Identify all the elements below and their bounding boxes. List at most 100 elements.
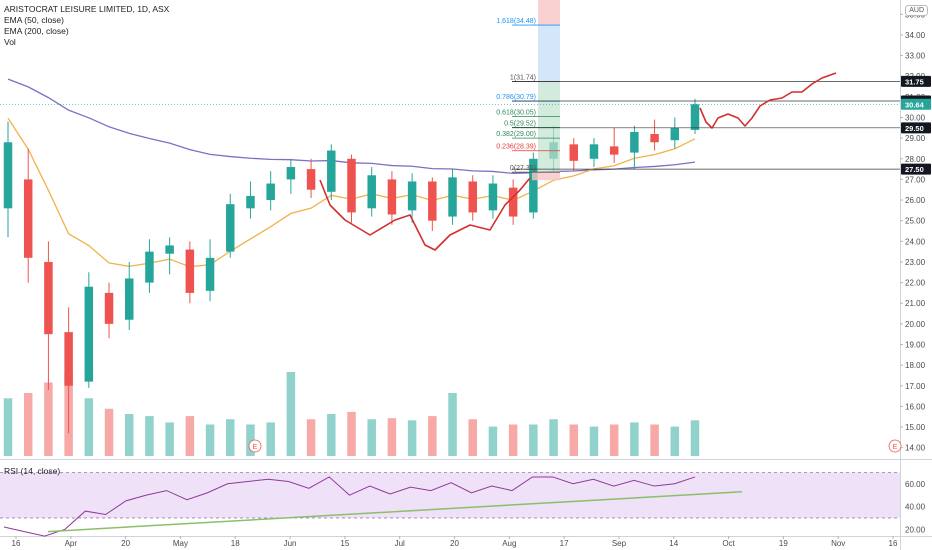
price-axis-tick-label: 23.00: [905, 258, 926, 267]
time-axis-tick-label: Jul: [395, 539, 405, 548]
fib-level-label: 0.618(30.05): [496, 109, 536, 116]
time-axis-tick-label: 15: [340, 539, 349, 548]
time-axis-tick-label: 19: [779, 539, 788, 548]
volume-bar: [124, 414, 134, 456]
time-axis-tick-label: Nov: [831, 539, 845, 548]
rsi-axis-tick-label: 20.00: [905, 525, 926, 534]
ema200-legend[interactable]: EMA (200, close): [4, 26, 69, 36]
price-axis-tick-label: 22.00: [905, 279, 926, 288]
price-axis-tick-label: 25.00: [905, 217, 926, 226]
price-axis-tick-label: 30.00: [905, 114, 926, 123]
price-axis-tick-label: 17.00: [905, 382, 926, 391]
time-axis-tick-label: Jun: [284, 539, 297, 548]
currency-badge[interactable]: AUD: [905, 5, 928, 16]
volume-bar: [246, 424, 255, 456]
candle-body: [428, 181, 437, 221]
candle-body: [650, 134, 659, 143]
price-tag-label: 29.50: [905, 124, 924, 133]
fib-extension-zone: [538, 25, 560, 82]
fib-base-zone: [532, 172, 560, 181]
time-axis-tick-label: Oct: [722, 539, 735, 548]
rsi-legend[interactable]: RSI (14, close): [4, 466, 61, 476]
time-axis-tick-label: Aug: [502, 539, 516, 548]
candle-body: [670, 127, 680, 141]
fib-level-label: 0.382(29.00): [496, 131, 536, 138]
price-tag-label: 31.75: [905, 77, 924, 86]
volume-bar: [569, 424, 579, 456]
time-axis-tick-label: 20: [450, 539, 459, 548]
earnings-marker: [888, 439, 902, 453]
candle-body: [367, 175, 376, 209]
volume-bar: [3, 398, 13, 456]
candle-body: [104, 292, 114, 324]
volume-bar: [468, 419, 477, 456]
fib-level-label: 0.236(28.39): [496, 144, 536, 151]
volume-bar: [145, 416, 154, 456]
time-axis-tick-label: 14: [669, 539, 678, 548]
candle-body: [64, 332, 73, 386]
candle-body: [630, 131, 639, 153]
fib-retracement-zone: [538, 81, 560, 173]
price-axis-tick-label: 26.00: [905, 196, 926, 205]
time-axis-tick-label: 18: [231, 539, 240, 548]
candle-body: [690, 104, 700, 130]
candle-body: [448, 177, 457, 217]
price-axis-tick-label: 24.00: [905, 237, 926, 246]
volume-bar: [165, 422, 174, 456]
time-axis-tick-label: 17: [560, 539, 569, 548]
volume-bar: [488, 426, 498, 456]
volume-bar: [589, 426, 599, 456]
candle-body: [23, 179, 33, 258]
volume-legend[interactable]: Vol: [4, 37, 16, 47]
candle-body: [44, 261, 53, 335]
fib-target-zone: [538, 0, 560, 26]
time-axis-tick-label: Apr: [65, 539, 78, 548]
price-tag-label: 27.50: [905, 165, 924, 174]
fib-level-label: 1.618(34.48): [496, 18, 536, 25]
time-axis-tick-label: 20: [121, 539, 130, 548]
rsi-axis-tick-label: 40.00: [905, 503, 926, 512]
volume-bar: [226, 419, 235, 456]
volume-bar: [347, 411, 356, 456]
volume-bar: [448, 393, 457, 456]
candle-body: [407, 181, 417, 211]
ema50-legend[interactable]: EMA (50, close): [4, 15, 64, 25]
candle-body: [246, 195, 255, 209]
volume-bar: [549, 419, 558, 456]
volume-bar: [367, 419, 376, 456]
time-axis-tick-label: Sep: [612, 539, 627, 548]
candle-body: [347, 158, 356, 213]
candle-body: [266, 183, 275, 201]
rsi-trendline: [47, 490, 743, 533]
volume-bar: [508, 424, 518, 456]
price-axis-tick-label: 19.00: [905, 341, 926, 350]
price-tag-box: [901, 122, 931, 134]
price-axis-tick-label: 15.00: [905, 423, 926, 432]
pattern-annotation: [319, 177, 531, 251]
volume-bar: [104, 408, 114, 456]
candle-body: [286, 167, 296, 180]
chart-legend: ARISTOCRAT LEISURE LIMITED, 1D, ASX EMA …: [4, 4, 169, 48]
fib-level-label: 1(31.74): [510, 75, 536, 82]
volume-bar: [650, 424, 659, 456]
volume-bar: [286, 372, 296, 456]
price-tag-label: 30.64: [905, 100, 925, 109]
volume-bar: [670, 426, 680, 456]
candle-body: [124, 278, 134, 320]
volume-bar: [306, 419, 316, 456]
candle-body: [3, 142, 13, 209]
fib-level-label: 0.5(29.52): [504, 120, 536, 127]
price-axis-tick-label: 14.00: [905, 444, 926, 453]
volume-bar: [23, 393, 33, 456]
projection-path: [699, 72, 837, 129]
rsi-axis-tick-label: 60.00: [905, 480, 926, 489]
price-axis-tick-label: 18.00: [905, 361, 926, 370]
candle-body: [468, 181, 477, 213]
price-axis-tick-label: 29.00: [905, 134, 926, 143]
candle-body: [226, 204, 235, 252]
symbol-title[interactable]: ARISTOCRAT LEISURE LIMITED, 1D, ASX: [4, 4, 170, 14]
candle-body: [165, 245, 174, 254]
